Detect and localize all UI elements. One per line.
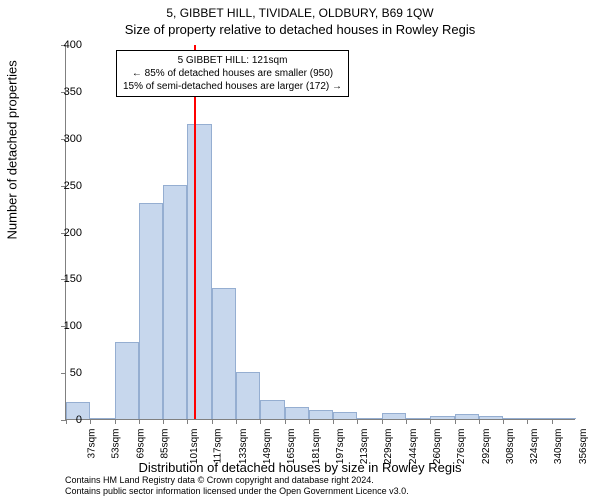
x-tick-label: 229sqm <box>384 429 395 465</box>
annotation-line2: ← 85% of detached houses are smaller (95… <box>123 67 342 80</box>
x-tick <box>552 419 553 424</box>
histogram-bar <box>115 342 139 419</box>
x-tick <box>212 419 213 424</box>
x-tick-label: 292sqm <box>481 429 492 465</box>
histogram-bar <box>479 416 503 419</box>
y-tick-label: 0 <box>42 414 82 426</box>
histogram-bar <box>90 418 114 419</box>
chart-area: 37sqm53sqm69sqm85sqm101sqm117sqm133sqm14… <box>65 45 575 420</box>
x-axis-label: Distribution of detached houses by size … <box>0 460 600 475</box>
x-tick <box>357 419 358 424</box>
x-tick-label: 324sqm <box>529 429 540 465</box>
x-tick-label: 53sqm <box>111 429 122 459</box>
x-tick-label: 165sqm <box>286 429 297 465</box>
plot-area: 37sqm53sqm69sqm85sqm101sqm117sqm133sqm14… <box>65 45 575 420</box>
x-tick <box>260 419 261 424</box>
x-tick <box>309 419 310 424</box>
annotation-line1: 5 GIBBET HILL: 121sqm <box>123 54 342 67</box>
copyright-line2: Contains public sector information licen… <box>65 486 409 498</box>
x-tick-label: 197sqm <box>335 429 346 465</box>
histogram-bar <box>187 124 211 419</box>
x-tick-label: 117sqm <box>213 429 224 464</box>
x-tick-label: 133sqm <box>238 429 249 465</box>
histogram-bar <box>139 203 163 419</box>
y-tick-label: 50 <box>42 367 82 379</box>
histogram-bar <box>430 416 454 419</box>
x-tick-label: 85sqm <box>159 429 170 459</box>
histogram-bar <box>357 418 381 419</box>
x-tick-label: 276sqm <box>456 429 467 465</box>
histogram-bar <box>503 418 527 419</box>
x-tick <box>163 419 164 424</box>
x-tick <box>90 419 91 424</box>
y-tick-label: 400 <box>42 39 82 51</box>
histogram-bar <box>236 372 260 419</box>
y-axis-label: Number of detached properties <box>5 60 20 239</box>
y-tick-label: 350 <box>42 86 82 98</box>
marker-line <box>194 45 196 419</box>
copyright-text: Contains HM Land Registry data © Crown c… <box>65 475 409 498</box>
y-tick-label: 200 <box>42 227 82 239</box>
x-tick <box>333 419 334 424</box>
x-tick-label: 356sqm <box>578 429 589 465</box>
x-tick <box>115 419 116 424</box>
histogram-bar <box>552 418 576 419</box>
histogram-bar <box>260 400 284 419</box>
histogram-bar <box>527 418 551 419</box>
chart-subtitle: Size of property relative to detached ho… <box>0 20 600 37</box>
x-tick-label: 260sqm <box>432 429 443 465</box>
copyright-line1: Contains HM Land Registry data © Crown c… <box>65 475 409 487</box>
x-tick <box>187 419 188 424</box>
x-tick-label: 213sqm <box>359 429 370 465</box>
x-tick <box>479 419 480 424</box>
x-tick <box>382 419 383 424</box>
y-tick-label: 150 <box>42 273 82 285</box>
histogram-bar <box>382 413 406 419</box>
x-tick <box>406 419 407 424</box>
histogram-bar <box>455 414 479 419</box>
histogram-bar <box>163 185 187 419</box>
x-tick <box>527 419 528 424</box>
histogram-bar <box>406 418 430 419</box>
histogram-bar <box>309 410 333 419</box>
x-tick <box>236 419 237 424</box>
annotation-line3: 15% of semi-detached houses are larger (… <box>123 80 342 93</box>
histogram-bar <box>212 288 236 419</box>
x-tick <box>455 419 456 424</box>
x-tick-label: 308sqm <box>505 429 516 465</box>
x-tick-label: 69sqm <box>135 429 146 459</box>
x-tick-label: 149sqm <box>262 429 273 465</box>
annotation-box: 5 GIBBET HILL: 121sqm← 85% of detached h… <box>116 50 349 97</box>
x-tick-label: 101sqm <box>189 429 200 465</box>
y-tick-label: 100 <box>42 320 82 332</box>
y-tick-label: 250 <box>42 180 82 192</box>
y-tick-label: 300 <box>42 133 82 145</box>
x-tick <box>139 419 140 424</box>
x-tick-label: 340sqm <box>554 429 565 465</box>
x-tick <box>430 419 431 424</box>
x-tick <box>503 419 504 424</box>
chart-supertitle: 5, GIBBET HILL, TIVIDALE, OLDBURY, B69 1… <box>0 0 600 20</box>
x-tick-label: 37sqm <box>87 429 98 459</box>
x-tick <box>285 419 286 424</box>
x-tick-label: 244sqm <box>408 429 419 465</box>
histogram-bar <box>285 407 309 419</box>
x-tick-label: 181sqm <box>311 429 322 465</box>
histogram-bar <box>333 412 357 420</box>
